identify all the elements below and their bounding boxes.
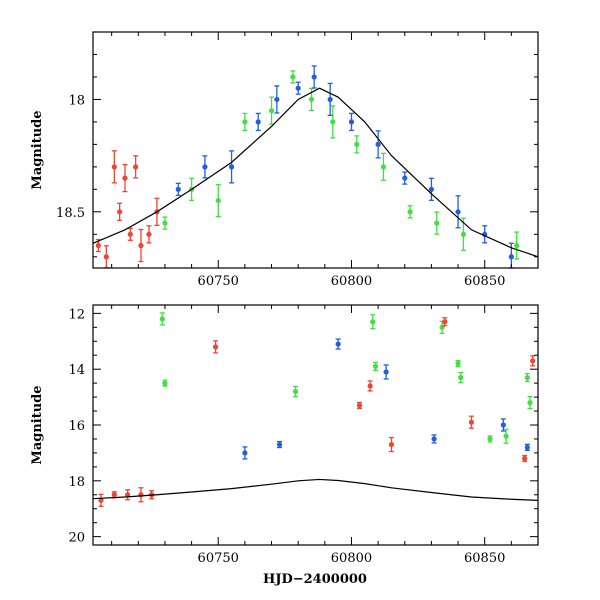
top-data-points (95, 65, 520, 269)
top-blue-point (274, 85, 280, 114)
top-red-point (133, 155, 139, 179)
top-green-point (268, 96, 275, 125)
bottom-green-point (372, 361, 379, 372)
top-blue-point (348, 112, 355, 132)
bottom-data-points (98, 312, 536, 507)
bottom-red-point (388, 436, 395, 453)
top-y-axis-label: Magnitude (30, 110, 45, 189)
bottom-panel: 60750 60800 60850 12 14 16 18 20 Magnitude HJD−… (30, 304, 539, 587)
bottom-x-tick-label: 60800 (331, 551, 372, 566)
bottom-red-point (125, 489, 131, 501)
top-green-point (330, 105, 336, 139)
bottom-green-point (503, 428, 509, 444)
bottom-blue-point (335, 338, 341, 350)
bottom-blue-point (242, 446, 248, 460)
top-red-point (146, 225, 152, 244)
bottom-blue-point (383, 364, 389, 380)
bottom-axis-ticks: 60750 60800 60850 12 14 16 18 20 (68, 305, 539, 566)
top-blue-point (428, 177, 435, 201)
bottom-y-axis-label: Magnitude (30, 385, 45, 464)
top-axis-ticks: 60750 60800 60850 18 18.5 (56, 31, 539, 289)
bottom-y-tick-label: 16 (68, 419, 85, 434)
top-blue-point (375, 130, 381, 159)
top-green-point (434, 211, 440, 235)
top-green-point (460, 217, 466, 251)
top-blue-point (228, 150, 235, 184)
bottom-green-point (455, 359, 461, 368)
bottom-green-point (524, 372, 530, 383)
top-red-point (138, 228, 144, 263)
bottom-green-point (292, 385, 299, 398)
bottom-y-tick-label: 18 (68, 475, 85, 490)
bottom-red-point (442, 317, 448, 327)
top-plot-frame (92, 31, 539, 269)
bottom-green-point (370, 314, 376, 330)
top-green-point (354, 135, 360, 154)
top-red-point (122, 163, 128, 193)
top-green-point (407, 205, 413, 219)
bottom-red-point (138, 487, 144, 503)
bottom-y-tick-label: 12 (68, 307, 85, 322)
top-red-point (103, 245, 109, 269)
top-blue-point (295, 81, 301, 95)
bottom-green-point (162, 379, 168, 387)
top-red-point (117, 202, 123, 221)
top-green-point (290, 70, 296, 84)
top-blue-point (327, 82, 333, 117)
bottom-red-point (98, 493, 104, 507)
bottom-blue-point (524, 443, 530, 451)
bottom-red-point (530, 355, 536, 367)
top-green-point (514, 231, 520, 260)
bottom-red-point (212, 340, 219, 354)
bottom-green-point (159, 312, 165, 326)
top-red-point (111, 150, 117, 184)
bottom-model-curve (92, 478, 539, 501)
top-blue-point (202, 155, 208, 179)
top-y-tick-label: 18.5 (56, 206, 85, 221)
top-blue-point (175, 182, 181, 196)
top-model-line (92, 87, 539, 258)
bottom-red-point (522, 454, 528, 463)
top-panel: 60750 60800 60850 18 18.5 Magnitude (30, 31, 539, 289)
bottom-red-point (367, 380, 373, 392)
bottom-y-tick-label: 20 (68, 531, 85, 546)
top-x-tick-label: 60800 (331, 274, 372, 289)
top-green-point (242, 112, 248, 132)
top-blue-point (402, 171, 408, 185)
top-blue-point (482, 225, 488, 244)
top-green-point (162, 216, 168, 230)
bottom-model-line (92, 478, 539, 501)
top-green-point (380, 152, 387, 182)
top-green-point (215, 183, 221, 218)
bottom-x-tick-label: 60850 (464, 551, 505, 566)
top-red-point (127, 227, 133, 241)
top-x-tick-label: 60850 (464, 274, 505, 289)
bottom-x-axis-label: HJD−2400000 (263, 572, 367, 587)
top-blue-point (455, 195, 461, 229)
top-model-curve (92, 87, 539, 258)
bottom-y-tick-label: 14 (68, 363, 85, 378)
bottom-green-point (487, 435, 493, 443)
bottom-blue-point (500, 418, 506, 432)
top-blue-point (311, 65, 317, 89)
bottom-x-tick-label: 60750 (198, 551, 239, 566)
bottom-blue-point (431, 434, 437, 444)
bottom-red-point (468, 415, 474, 429)
top-x-tick-label: 60750 (198, 274, 239, 289)
bottom-green-point (458, 371, 464, 384)
top-blue-point (255, 112, 261, 132)
bottom-green-point (527, 396, 533, 410)
bottom-blue-point (276, 440, 283, 449)
bottom-red-point (356, 401, 363, 410)
top-y-tick-label: 18 (68, 93, 85, 108)
